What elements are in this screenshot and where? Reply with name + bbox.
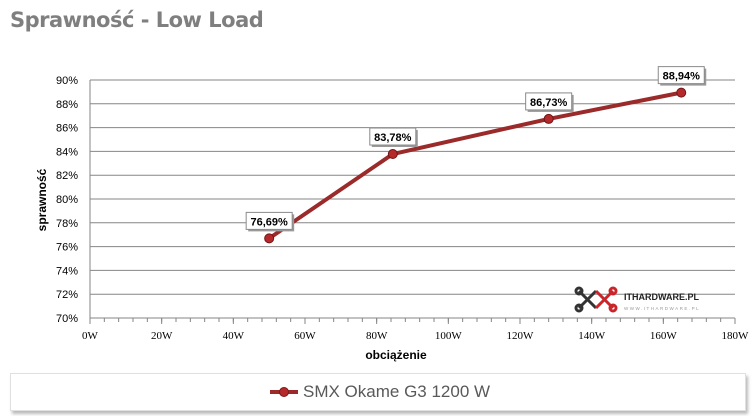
- x-tick-label: 120W: [507, 330, 535, 342]
- series-line: [268, 90, 682, 241]
- svg-text:WWW.ITHARDWARE.PL: WWW.ITHARDWARE.PL: [624, 306, 700, 311]
- data-label-box: [525, 92, 573, 111]
- legend-marker-icon: [270, 387, 298, 397]
- y-tick-label: 78%: [56, 218, 78, 230]
- y-tick-label: 70%: [56, 313, 78, 325]
- data-label-box: [657, 66, 705, 85]
- data-point: [676, 87, 687, 98]
- svg-text:ITHARDWARE.PL: ITHARDWARE.PL: [624, 292, 699, 302]
- x-tick-label: 180W: [722, 330, 750, 342]
- y-tick-label: 74%: [56, 265, 78, 277]
- ithardware-logo: ITHARDWARE.PL WWW.ITHARDWARE.PL: [574, 286, 700, 313]
- y-tick-label: 86%: [56, 123, 78, 135]
- y-tick-label: 72%: [56, 289, 78, 301]
- x-tick-label: 40W: [223, 330, 245, 342]
- data-point: [387, 149, 398, 160]
- data-label: 86,73%: [530, 97, 568, 109]
- legend-label: SMX Okame G3 1200 W: [303, 382, 491, 401]
- data-label: 88,94%: [663, 71, 701, 83]
- data-label-box: [369, 127, 417, 146]
- data-label: 76,69%: [251, 216, 289, 228]
- x-axis-label: obciążenie: [365, 348, 427, 362]
- y-tick-label: 82%: [56, 170, 78, 182]
- x-tick-label: 140W: [578, 330, 606, 342]
- data-point: [543, 113, 554, 124]
- chart-title: Sprawność - Low Load: [10, 8, 264, 32]
- x-tick-label: 160W: [650, 330, 678, 342]
- legend: SMX Okame G3 1200 W: [10, 373, 746, 411]
- y-tick-label: 76%: [56, 242, 78, 254]
- x-tick-label: 80W: [366, 330, 388, 342]
- data-label: 83,78%: [374, 132, 412, 144]
- y-tick-label: 90%: [56, 75, 78, 87]
- x-tick-label: 60W: [294, 330, 316, 342]
- y-tick-label: 80%: [56, 194, 78, 206]
- data-point: [264, 233, 275, 244]
- y-axis-label: sprawność: [35, 168, 49, 231]
- x-tick-label: 20W: [151, 330, 173, 342]
- y-tick-label: 84%: [56, 146, 78, 158]
- x-tick-label: 100W: [435, 330, 463, 342]
- data-label-box: [245, 211, 293, 230]
- y-tick-label: 88%: [56, 99, 78, 111]
- x-tick-label: 0W: [82, 330, 99, 342]
